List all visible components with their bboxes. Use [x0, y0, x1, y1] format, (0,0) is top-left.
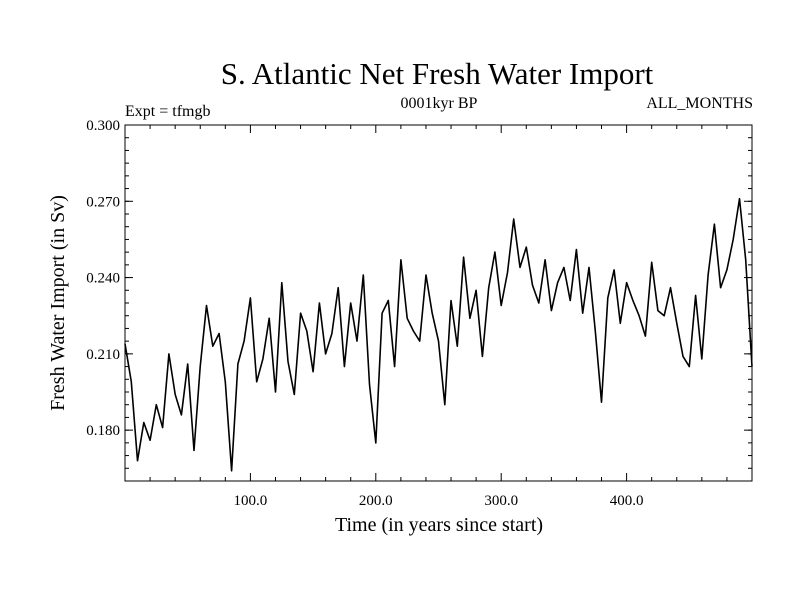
- chart-subtitle-right: ALL_MONTHS: [646, 95, 753, 112]
- y-axis-label: Fresh Water Import (in Sv): [47, 195, 69, 411]
- x-axis-label: Time (in years since start): [335, 514, 543, 536]
- y-tick-label: 0.180: [86, 423, 120, 439]
- y-tick-label: 0.210: [86, 347, 120, 363]
- chart-subtitle-left: Expt = tfmgb: [125, 103, 210, 120]
- x-tick-label: 200.0: [359, 493, 393, 509]
- x-tick-label: 100.0: [234, 493, 268, 509]
- chart-subtitle-center: 0001kyr BP: [401, 95, 478, 112]
- y-tick-label: 0.240: [86, 271, 120, 287]
- y-tick-label: 0.270: [86, 194, 120, 210]
- x-axis: 100.0 200.0 300.0 400.0: [149, 125, 728, 509]
- y-tick-label: 0.300: [86, 118, 120, 134]
- chart-title: S. Atlantic Net Fresh Water Import: [221, 56, 654, 91]
- series-line: [124, 197, 753, 472]
- x-tick-label: 300.0: [484, 493, 518, 509]
- x-tick-label: 400.0: [610, 493, 644, 509]
- y-axis: 0.180 0.210 0.240 0.270 0.300: [86, 118, 752, 469]
- series-layer: [124, 197, 753, 472]
- plot-frame: [124, 124, 753, 482]
